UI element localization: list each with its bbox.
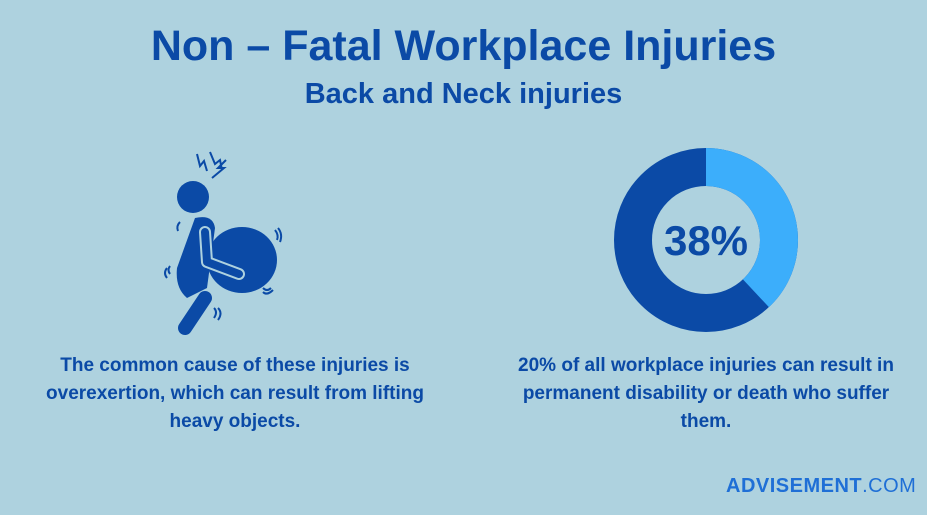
logo-brand: ADVISEMENT — [726, 475, 863, 497]
logo-suffix: .COM — [862, 475, 917, 497]
advisement-logo: ADVISEMENT.COM — [726, 475, 916, 498]
donut-segment-value — [614, 148, 798, 332]
donut-chart: 38% — [614, 148, 798, 332]
donut-center-label: 38% — [664, 217, 748, 264]
page-subtitle: Back and Neck injuries — [304, 78, 623, 110]
left-caption: The common cause of these injuries is ov… — [46, 355, 424, 432]
right-caption: 20% of all workplace injuries can result… — [518, 355, 894, 432]
person-lifting-heavy-object-icon — [164, 151, 283, 340]
page-title: Non – Fatal Workplace Injuries — [150, 22, 777, 70]
